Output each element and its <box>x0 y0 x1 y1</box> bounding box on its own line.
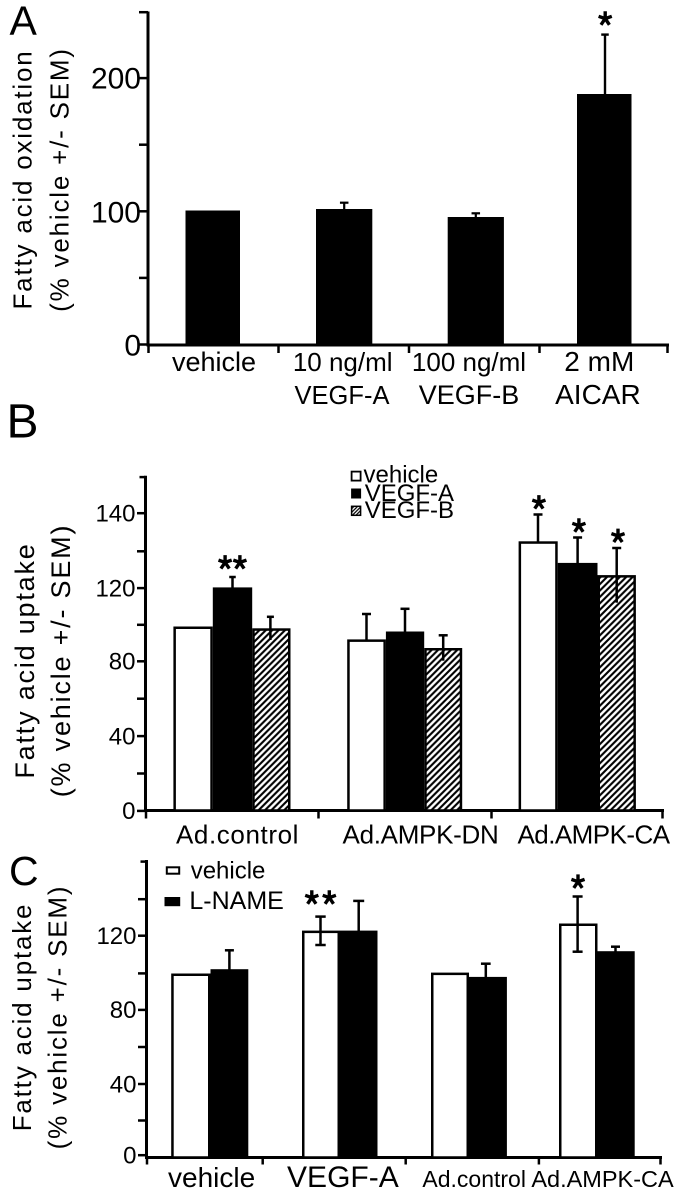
svg-text:100: 100 <box>91 196 141 229</box>
svg-text:Fatty acid uptake: Fatty acid uptake <box>10 542 40 778</box>
svg-text:0: 0 <box>123 1143 136 1170</box>
svg-text:80: 80 <box>110 997 137 1024</box>
svg-text:B: B <box>7 396 39 449</box>
svg-text:VEGF-A: VEGF-A <box>295 382 390 410</box>
svg-text:A: A <box>10 0 38 44</box>
svg-text:Fatty acid uptake: Fatty acid uptake <box>7 903 37 1132</box>
svg-text:40: 40 <box>109 723 136 750</box>
svg-text:VEGF-A: VEGF-A <box>365 480 454 507</box>
svg-text:VEGF-A: VEGF-A <box>287 1161 399 1194</box>
svg-text:(% vehicle +/- SEM): (% vehicle +/- SEM) <box>45 47 75 312</box>
svg-text:Ad.AMPK-CA: Ad.AMPK-CA <box>518 820 671 850</box>
svg-text:Ad.AMPK-DN: Ad.AMPK-DN <box>343 820 499 850</box>
svg-text:(% vehicle +/- SEM): (% vehicle +/- SEM) <box>43 885 73 1150</box>
svg-text:40: 40 <box>110 1071 137 1098</box>
svg-text:200: 200 <box>91 63 141 96</box>
svg-text:Ad.control: Ad.control <box>176 820 299 850</box>
svg-text:2 mM: 2 mM <box>564 346 634 377</box>
svg-text:L-NAME: L-NAME <box>189 887 283 915</box>
svg-text:120: 120 <box>95 575 135 602</box>
svg-text:10 ng/ml: 10 ng/ml <box>293 347 393 377</box>
svg-text:VEGF-B: VEGF-B <box>365 497 454 524</box>
svg-text:vehicle: vehicle <box>364 461 439 488</box>
svg-text:vehicle: vehicle <box>191 858 266 885</box>
svg-text:0: 0 <box>124 330 141 363</box>
svg-text:Ad.control: Ad.control <box>422 1166 526 1192</box>
svg-text:Fatty acid oxidation: Fatty acid oxidation <box>8 49 38 309</box>
svg-text:vehicle: vehicle <box>172 347 256 377</box>
svg-text:80: 80 <box>109 649 136 676</box>
svg-text:vehicle: vehicle <box>168 1162 255 1193</box>
svg-text:0: 0 <box>122 798 135 825</box>
svg-text:VEGF-B: VEGF-B <box>419 380 520 410</box>
svg-text:AICAR: AICAR <box>555 379 641 410</box>
svg-text:Ad.AMPK-CA: Ad.AMPK-CA <box>531 1166 674 1192</box>
svg-text:C: C <box>9 848 39 894</box>
svg-text:(% vehicle +/- SEM): (% vehicle +/- SEM) <box>46 524 76 798</box>
svg-text:100 ng/ml: 100 ng/ml <box>412 347 526 377</box>
svg-text:140: 140 <box>95 501 135 528</box>
svg-text:120: 120 <box>96 923 136 950</box>
